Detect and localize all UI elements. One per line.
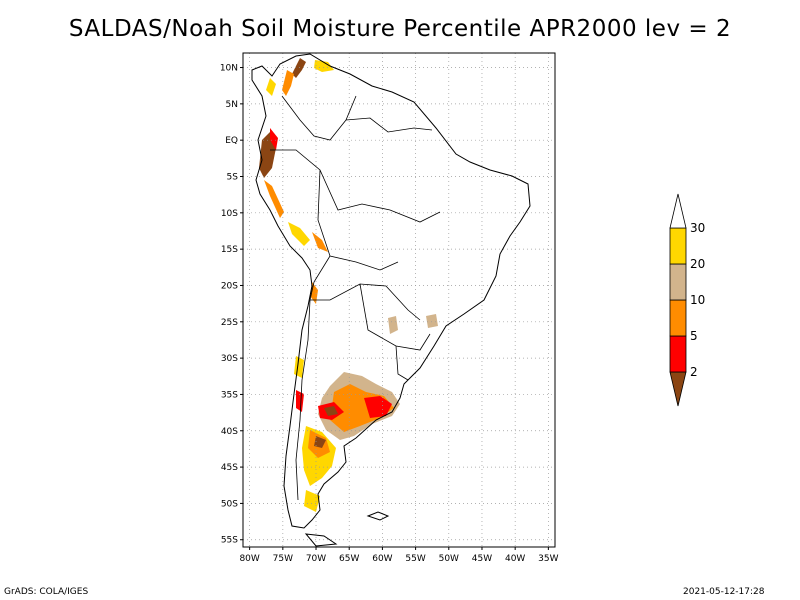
lon-tick-label: 50W	[439, 554, 459, 564]
shade-lapampa-brown	[324, 406, 338, 416]
lon-tick-label: 55W	[405, 554, 425, 564]
longitude-tick-labels: 80W 75W 70W 65W 60W 55W 50W 45W 40W 35W	[239, 547, 559, 564]
tierra-del-fuego	[304, 533, 338, 547]
lat-tick-label: 10S	[221, 209, 238, 219]
colorbar-lower-triangle	[669, 371, 687, 407]
lat-tick-label: 50S	[221, 499, 238, 509]
lon-tick-label: 35W	[538, 554, 558, 564]
shade-patagonia-brown	[314, 436, 326, 448]
colorbar-label: 5	[690, 329, 698, 343]
shade-andes-north-brown	[292, 58, 306, 78]
coastlines	[251, 53, 531, 547]
lat-tick-label: 45S	[221, 463, 238, 473]
lat-tick-label: 35S	[221, 390, 238, 400]
colorbar-label: 2	[690, 365, 698, 379]
shade-venezuela-yellow	[314, 60, 334, 72]
shade-chile-mid-red	[296, 390, 304, 412]
lon-tick-label: 70W	[306, 554, 326, 564]
lat-tick-label: 15S	[221, 245, 238, 255]
colorbar-segment	[669, 227, 687, 265]
lon-tick-label: 80W	[239, 554, 259, 564]
footer-credit: GrADS: COLA/IGES	[4, 587, 89, 597]
colorbar-legend: 2 5 10 20 30	[669, 193, 705, 407]
shade-andes-north-orange	[282, 70, 294, 96]
shade-ecuador-red	[270, 128, 278, 150]
shade-brazil-tan	[426, 314, 438, 328]
colorbar-label: 30	[690, 221, 705, 235]
shade-peru-orange	[264, 180, 284, 218]
colorbar-label: 10	[690, 293, 705, 307]
lon-tick-label: 45W	[472, 554, 492, 564]
shade-ecuador-brown	[259, 132, 276, 178]
latitude-tick-labels: 10N 5N EQ 5S 10S 15S 20S 25S 30S 35S 40S 45S 50S 55S	[220, 64, 243, 546]
shade-paraguay-tan	[388, 316, 398, 334]
south-america-outline	[251, 53, 531, 529]
shade-pampa-orange	[330, 384, 394, 432]
colorbar-segment	[669, 263, 687, 301]
shade-patagonia-south-yellow	[304, 490, 320, 512]
lat-tick-label: EQ	[225, 136, 238, 146]
falkland-islands	[366, 511, 390, 521]
country-borders	[270, 95, 441, 501]
footer-timestamp: 2021-05-12-17:28	[683, 587, 765, 597]
colorbar-segment	[669, 335, 687, 373]
lat-tick-label: 20S	[221, 281, 238, 291]
map-frame	[242, 52, 556, 548]
lat-tick-label: 55S	[221, 536, 238, 546]
lon-tick-label: 60W	[372, 554, 392, 564]
lat-tick-label: 25S	[221, 318, 238, 328]
lon-tick-label: 75W	[273, 554, 293, 564]
map-title: SALDAS/Noah Soil Moisture Percentile APR…	[68, 16, 732, 42]
colorbar-upper-triangle	[669, 193, 687, 229]
shade-buenos-aires-red	[364, 396, 392, 418]
shade-coast-yellow	[266, 78, 276, 96]
lat-tick-label: 5N	[226, 100, 238, 110]
lon-tick-label: 40W	[505, 554, 525, 564]
lat-tick-label: 30S	[221, 354, 238, 364]
shade-peru-yellow	[288, 222, 310, 246]
percentile-shading	[259, 58, 438, 512]
lat-tick-label: 5S	[227, 173, 239, 183]
lon-tick-label: 65W	[339, 554, 359, 564]
colorbar-label: 20	[690, 257, 705, 271]
colorbar-segment	[669, 299, 687, 337]
lat-tick-label: 10N	[220, 64, 238, 74]
lat-tick-label: 40S	[221, 427, 238, 437]
